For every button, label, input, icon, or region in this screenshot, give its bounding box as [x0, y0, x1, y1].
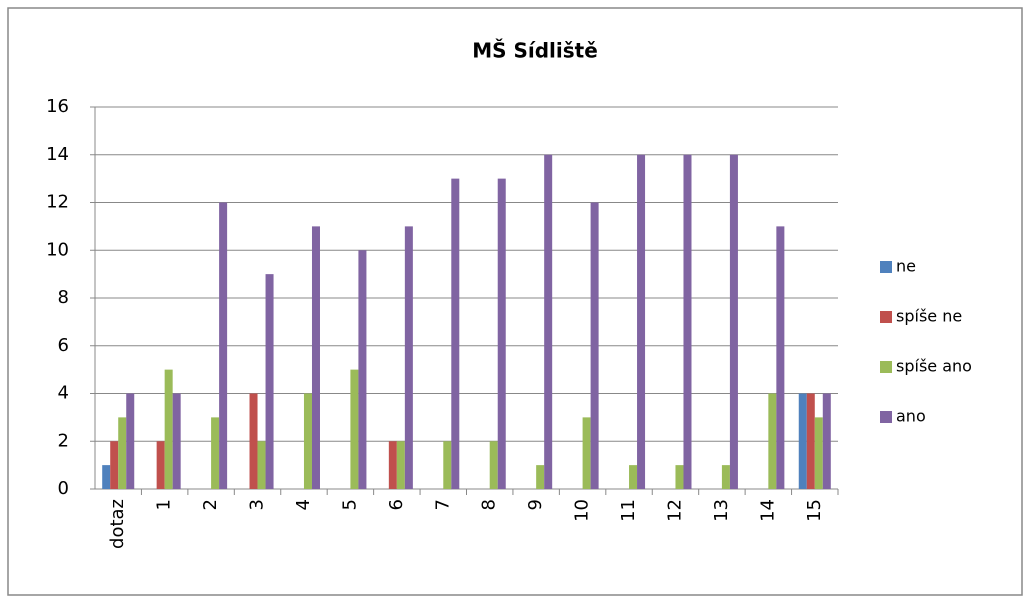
x-tick-label: 5: [339, 499, 360, 510]
legend-label: spíše ne: [896, 307, 962, 326]
y-tick-label: 10: [46, 239, 69, 260]
legend-label: spíše ano: [896, 357, 972, 376]
legend-swatch: [880, 411, 892, 423]
bar: [675, 465, 684, 489]
bar: [590, 202, 599, 489]
bar: [806, 393, 815, 489]
x-tick-label: 14: [757, 499, 778, 522]
y-tick-label: 0: [58, 478, 69, 499]
bar: [350, 369, 359, 489]
bar: [776, 226, 785, 489]
x-tick-label: 3: [247, 499, 268, 510]
bar: [156, 441, 165, 489]
legend-label: ne: [896, 257, 916, 276]
bar: [814, 417, 823, 489]
x-tick-label: 1: [154, 499, 175, 510]
y-tick-label: 6: [58, 335, 69, 356]
bar: [110, 441, 119, 489]
y-tick-label: 4: [58, 383, 69, 404]
x-tick-label: 7: [432, 499, 453, 510]
bar: [257, 441, 266, 489]
bar: [118, 417, 127, 489]
bar: [396, 441, 405, 489]
bar: [311, 226, 320, 489]
bar: [822, 393, 831, 489]
chart-title: MŠ Sídliště: [472, 39, 598, 63]
x-tick-label: 12: [664, 499, 685, 522]
bar: [544, 154, 553, 489]
bar: [536, 465, 545, 489]
y-tick-label: 16: [46, 96, 69, 117]
x-tick-label: 9: [525, 499, 546, 510]
x-tick-label: 8: [479, 499, 500, 510]
bar: [798, 393, 807, 489]
legend-label: ano: [896, 407, 926, 426]
bar: [211, 417, 220, 489]
bar: [358, 250, 367, 489]
bar: [768, 393, 777, 489]
bar: [443, 441, 452, 489]
bar: [489, 441, 498, 489]
bar: [249, 393, 258, 489]
bar: [219, 202, 228, 489]
y-tick-label: 14: [46, 144, 69, 165]
bar: [172, 393, 181, 489]
bar: [637, 154, 646, 489]
bar: [126, 393, 135, 489]
bar: [388, 441, 397, 489]
bar: [683, 154, 692, 489]
x-tick-label: 15: [804, 499, 825, 522]
y-tick-label: 12: [46, 192, 69, 213]
y-tick-label: 2: [58, 430, 69, 451]
x-tick-label: 11: [618, 499, 639, 522]
bar: [404, 226, 413, 489]
bar: [265, 274, 274, 489]
bar: [164, 369, 173, 489]
bar: [451, 178, 460, 489]
x-tick-label: 13: [711, 499, 732, 522]
bar: [497, 178, 506, 489]
chart-frame: [7, 7, 1023, 596]
legend-swatch: [880, 261, 892, 273]
legend-swatch: [880, 311, 892, 323]
bar: [303, 393, 312, 489]
bar: [582, 417, 591, 489]
bar: [721, 465, 730, 489]
x-tick-label: 4: [293, 499, 314, 510]
x-tick-label: 6: [386, 499, 407, 510]
x-tick-label: 2: [200, 499, 221, 510]
x-tick-label: 10: [572, 499, 593, 522]
x-tick-label: dotaz: [107, 499, 128, 549]
bar: [729, 154, 738, 489]
bar: [102, 465, 111, 489]
y-tick-label: 8: [58, 287, 69, 308]
bar: [629, 465, 638, 489]
legend-swatch: [880, 361, 892, 373]
